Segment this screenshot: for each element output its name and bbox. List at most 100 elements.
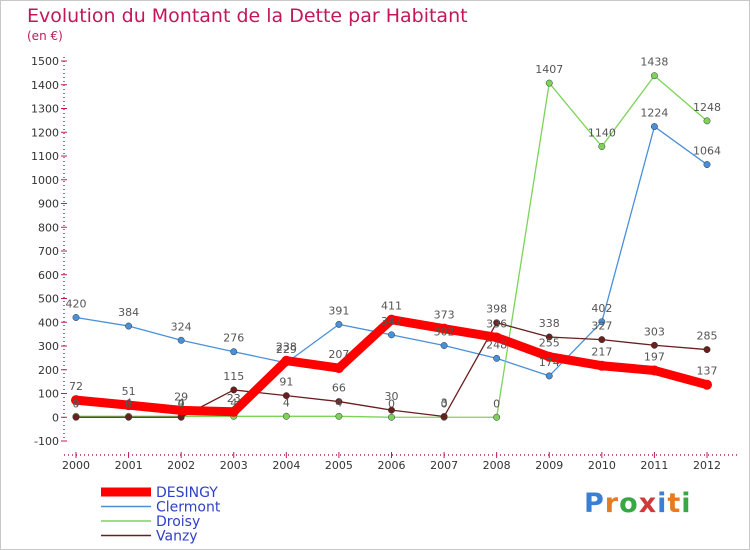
x-tick-label: 2004 <box>272 459 300 472</box>
data-label-clermont: 402 <box>591 302 612 315</box>
y-tick-label: 200 <box>38 364 59 377</box>
data-label-clermont: 302 <box>434 326 455 339</box>
chart-unit-label: (en €) <box>27 29 63 43</box>
data-label-clermont: 276 <box>223 332 244 345</box>
logo-letter: i <box>681 488 692 519</box>
data-label-droisy: 0 <box>493 397 500 410</box>
data-point-desingy <box>386 314 397 325</box>
data-point-droisy <box>493 413 501 421</box>
data-point-desingy <box>281 355 292 366</box>
y-tick-label: 1400 <box>31 79 59 92</box>
x-tick-label: 2006 <box>378 459 406 472</box>
legend-label-clermont: Clermont <box>156 500 221 516</box>
data-label-vanzy: 3 <box>441 397 448 410</box>
data-point-vanzy <box>335 398 343 406</box>
data-point-vanzy <box>72 413 80 421</box>
data-point-clermont <box>440 342 448 349</box>
data-label-desingy: 411 <box>381 300 402 313</box>
data-point-clermont <box>598 318 606 326</box>
data-label-droisy: 4 <box>335 396 342 409</box>
legend-label-droisy: Droisy <box>156 514 200 530</box>
series-layer <box>71 72 712 421</box>
legend-label-desingy: DESINGY <box>156 485 218 501</box>
y-tick-label: 1100 <box>31 150 59 163</box>
data-point-vanzy <box>388 406 395 414</box>
data-label-droisy: 0 <box>388 397 395 410</box>
data-point-desingy <box>544 351 555 362</box>
data-point-vanzy <box>230 386 238 394</box>
y-tick-label: 100 <box>38 388 59 401</box>
data-label-desingy: 217 <box>591 346 612 359</box>
data-point-vanzy <box>493 319 501 327</box>
data-label-vanzy: 398 <box>486 303 507 316</box>
x-tick-label: 2012 <box>693 459 721 472</box>
data-label-droisy: 1140 <box>588 127 616 140</box>
logo-letter: t <box>667 488 682 519</box>
data-label-desingy: 255 <box>539 337 560 350</box>
data-label-vanzy: 338 <box>539 317 560 330</box>
data-label-droisy: 4 <box>73 396 80 409</box>
data-point-clermont <box>650 123 658 131</box>
data-point-vanzy <box>545 333 553 341</box>
data-point-vanzy <box>125 413 133 421</box>
data-point-vanzy <box>703 346 711 354</box>
data-point-clermont <box>177 336 185 344</box>
x-tick-label: 2009 <box>535 459 563 472</box>
x-tick-label: 2002 <box>167 459 195 472</box>
logo-letter: r <box>604 488 620 519</box>
data-label-droisy: 1407 <box>535 63 563 76</box>
data-label-clermont: 384 <box>118 306 139 319</box>
y-tick-label: 800 <box>38 221 59 234</box>
data-label-clermont: 1064 <box>693 145 721 158</box>
x-tick-label: 2007 <box>430 459 458 472</box>
data-point-desingy <box>333 363 344 374</box>
data-point-desingy <box>176 405 187 416</box>
data-label-desingy: 23 <box>227 392 241 405</box>
data-label-desingy: 51 <box>122 385 136 398</box>
data-label-vanzy: 115 <box>223 370 244 383</box>
data-point-vanzy <box>598 336 606 344</box>
data-label-vanzy: 91 <box>279 376 293 389</box>
data-label-clermont: 174 <box>539 356 560 369</box>
x-tick-label: 2008 <box>483 459 511 472</box>
data-point-clermont <box>335 320 343 328</box>
data-label-desingy: 336 <box>486 317 507 330</box>
data-point-vanzy <box>650 341 658 349</box>
data-labels-layer: 72 51 29 23 238 207 411 373 336 255 217 197 137 420 38… <box>66 56 722 411</box>
data-point-desingy <box>439 323 450 334</box>
x-tick-label: 2005 <box>325 459 353 472</box>
y-tick-label: 1500 <box>31 55 59 68</box>
data-label-desingy: 238 <box>276 341 297 354</box>
proxiti-logo: Proxiti <box>584 488 692 519</box>
data-label-desingy: 197 <box>644 350 665 363</box>
data-point-desingy <box>123 400 134 411</box>
data-point-clermont <box>125 322 133 330</box>
logo-letter: x <box>638 488 658 519</box>
logo-letter: i <box>657 488 668 519</box>
data-label-vanzy: 327 <box>591 320 612 333</box>
data-label-vanzy: 285 <box>697 330 718 343</box>
data-point-droisy <box>650 72 658 80</box>
data-label-desingy: 29 <box>174 390 188 403</box>
data-label-clermont: 347 <box>381 315 402 328</box>
data-label-droisy: 1438 <box>640 56 668 69</box>
y-tick-label: 1000 <box>31 174 59 187</box>
data-label-vanzy: 0 <box>73 397 80 410</box>
x-tick-label: 2010 <box>588 459 616 472</box>
data-point-desingy <box>228 406 239 417</box>
data-point-droisy <box>388 413 395 421</box>
y-tick-label: 600 <box>38 269 59 282</box>
data-label-desingy: 72 <box>69 380 83 393</box>
data-label-droisy: 1248 <box>693 101 721 114</box>
data-label-droisy: 4 <box>125 396 132 409</box>
data-label-desingy: 137 <box>697 365 718 378</box>
data-point-droisy <box>703 117 711 125</box>
data-point-desingy <box>596 360 607 371</box>
y-tick-label: 1200 <box>31 126 59 139</box>
data-point-clermont <box>230 348 238 356</box>
data-point-vanzy <box>282 392 290 400</box>
data-label-clermont: 324 <box>171 320 192 333</box>
data-label-vanzy: 0 <box>178 397 185 410</box>
data-point-desingy <box>491 332 502 343</box>
